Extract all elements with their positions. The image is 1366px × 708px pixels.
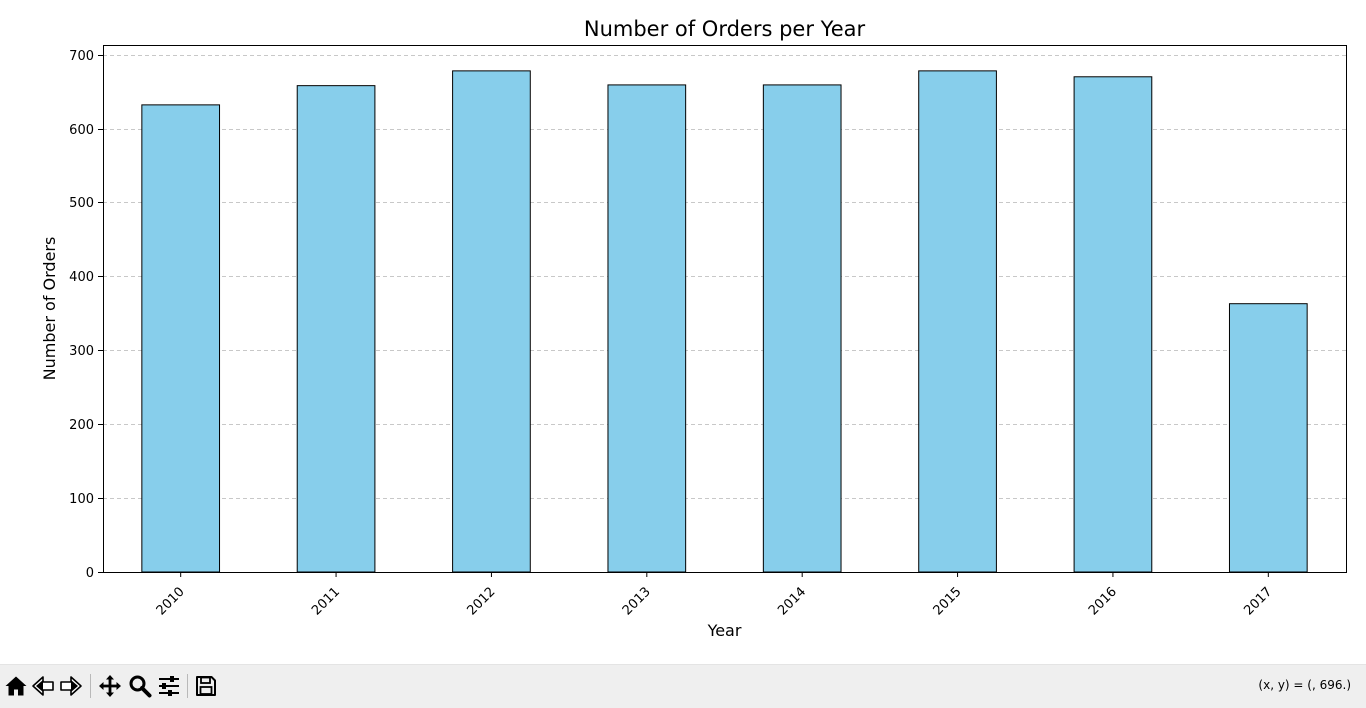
y-tick-label: 600 (69, 123, 94, 138)
y-tick-label: 700 (69, 49, 94, 64)
forward-button[interactable] (58, 673, 84, 699)
bar-2016 (1073, 76, 1153, 573)
magnifier-icon (129, 675, 152, 698)
sliders-icon (159, 676, 179, 696)
figure-canvas[interactable]: 0 100 200 300 400 500 600 700 2010 2011 2012 2013 2… (0, 0, 1366, 664)
x-tick-label: 2013 (620, 584, 654, 618)
configure-subplots-button[interactable] (156, 673, 182, 699)
bar-2015 (918, 70, 997, 573)
x-tick-label: 2015 (931, 584, 965, 618)
bar-2011 (296, 85, 376, 573)
move-icon (99, 675, 121, 697)
zoom-button[interactable] (127, 673, 153, 699)
y-axis-label: Number of Orders (40, 237, 59, 381)
home-button[interactable] (3, 673, 29, 699)
x-axis-label: Year (707, 621, 742, 640)
y-tick-label: 500 (69, 196, 94, 211)
back-button[interactable] (30, 673, 56, 699)
cursor-coordinates: (x, y) = (, 696.) (1258, 678, 1351, 692)
x-tick-label: 2016 (1086, 584, 1120, 618)
y-axis-ticks: 0 100 200 300 400 500 600 700 (69, 49, 103, 581)
x-tick-label: 2011 (309, 584, 343, 618)
bar-2013 (607, 84, 687, 573)
toolbar-separator (187, 674, 188, 698)
y-tick-label: 300 (69, 344, 94, 359)
home-icon (5, 676, 27, 696)
chart-title: Number of Orders per Year (584, 17, 866, 41)
bar-2010 (141, 104, 221, 573)
bars (141, 70, 1308, 573)
grid-lines (103, 55, 1346, 499)
back-arrow-icon (32, 676, 54, 696)
x-tick-label: 2010 (154, 584, 188, 618)
toolbar-separator (90, 674, 91, 698)
x-tick-label: 2014 (775, 584, 809, 618)
y-tick-label: 100 (69, 492, 94, 507)
axes-frame (103, 45, 1347, 573)
navigation-toolbar: (x, y) = (, 696.) (0, 664, 1366, 708)
forward-arrow-icon (60, 676, 82, 696)
y-tick-label: 200 (69, 418, 94, 433)
pan-button[interactable] (97, 673, 123, 699)
bar-2014 (762, 84, 842, 573)
x-tick-label: 2012 (464, 584, 498, 618)
bar-2012 (452, 70, 531, 573)
y-tick-label: 400 (69, 270, 94, 285)
x-tick-label: 2017 (1241, 584, 1275, 618)
bar-2017 (1228, 303, 1308, 573)
y-tick-label: 0 (86, 566, 94, 581)
floppy-disk-icon (196, 676, 216, 696)
save-button[interactable] (193, 673, 219, 699)
x-axis-ticks: 2010 2011 2012 2013 2014 2015 2016 2017 (154, 572, 1275, 618)
